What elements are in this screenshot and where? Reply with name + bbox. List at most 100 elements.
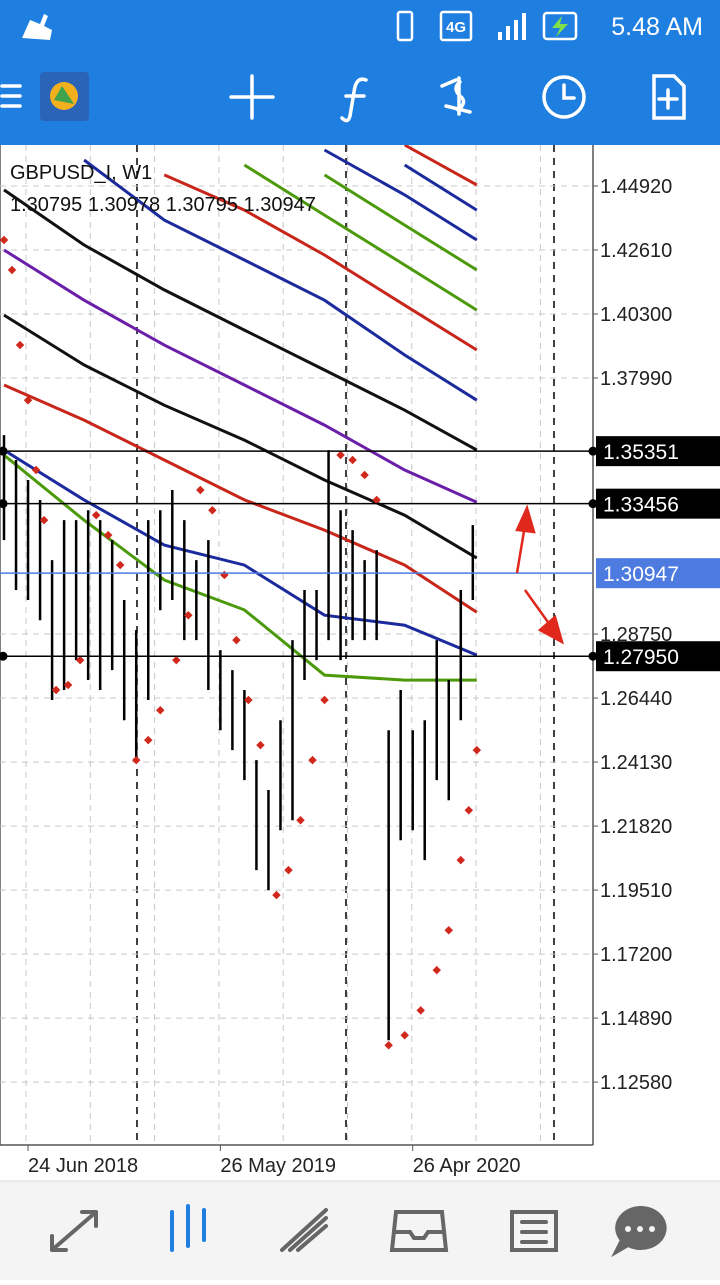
indicator-line <box>3 313 478 560</box>
nav-chart[interactable] <box>170 1204 206 1252</box>
network-box <box>439 10 473 42</box>
sar-dot <box>444 926 453 935</box>
x-tick-label: 26 Apr 2020 <box>413 1155 521 1177</box>
sar-dot <box>472 745 482 755</box>
annotation-arrows <box>515 504 565 645</box>
nav-quotes[interactable] <box>50 1210 98 1252</box>
sar-dot <box>131 755 141 765</box>
level-handle <box>588 651 598 661</box>
signal <box>506 26 510 40</box>
sar-dot <box>220 570 229 580</box>
vertical-grid <box>25 145 541 1145</box>
indicator-line <box>323 173 478 272</box>
level-handle <box>0 499 8 509</box>
indicator-line <box>163 173 478 352</box>
y-tick-label: 1.42610 <box>600 240 672 262</box>
indicator-line <box>3 248 478 504</box>
signal <box>498 32 502 40</box>
level-handle <box>588 446 598 456</box>
sar-dot <box>144 735 153 745</box>
bottom-nav <box>0 1181 720 1280</box>
indicator-line <box>3 448 478 657</box>
indicator-line <box>3 453 477 682</box>
sar-dot <box>284 865 293 875</box>
y-tick-label: 1.40300 <box>600 304 672 326</box>
y-tick-label: 1.28750 <box>600 624 672 646</box>
y-tick-label: 1.37990 <box>600 368 672 390</box>
x-tick-label: 26 May 2019 <box>220 1155 336 1177</box>
sar-dot <box>15 340 25 350</box>
level-label: 1.27950 <box>603 646 679 669</box>
sar-dot <box>432 965 441 975</box>
level-box <box>596 436 720 467</box>
templates-button[interactable] <box>652 74 686 120</box>
arrow-up <box>515 524 527 574</box>
indicator-line <box>323 148 478 242</box>
sar-dot <box>208 505 217 515</box>
y-tick-label: 1.24130 <box>600 752 672 774</box>
y-tick-label: 1.21820 <box>600 816 672 838</box>
chat-dots <box>625 1226 655 1232</box>
sar-dot <box>7 265 17 275</box>
y-tick-label: 1.44920 <box>600 176 672 198</box>
clock-hands <box>562 83 576 100</box>
level-box <box>596 488 720 519</box>
sar-dot <box>103 530 113 540</box>
arrow-down <box>523 589 552 626</box>
sar-dot <box>372 495 381 505</box>
level-handle <box>0 446 8 456</box>
network-type: 4G <box>446 19 466 36</box>
arrow-head <box>537 614 565 645</box>
cleaner-icon <box>22 14 52 40</box>
last-price-label: 1.30947 <box>603 563 679 586</box>
indicator-line <box>403 163 478 212</box>
y-tick-label: 1.26440 <box>600 688 672 710</box>
y-tick-label: 1.19510 <box>600 880 672 902</box>
sar-dot <box>232 635 241 645</box>
level-box <box>596 641 720 672</box>
indicator-line <box>403 145 478 187</box>
y-tick-label: 1.17200 <box>600 944 672 966</box>
nav-trade[interactable] <box>280 1208 328 1252</box>
menu-button[interactable] <box>0 84 22 108</box>
sar-dot <box>308 755 317 765</box>
arrow-head <box>515 504 536 534</box>
top-bar <box>0 0 720 145</box>
sar-dot <box>400 1031 409 1040</box>
timeframe-button[interactable] <box>542 75 586 119</box>
sar-dot <box>416 1006 425 1015</box>
sar-dot <box>320 695 329 705</box>
level-label: 1.35351 <box>603 441 679 464</box>
signal <box>522 13 526 40</box>
signal <box>514 20 518 40</box>
indicator-line <box>243 163 478 312</box>
nav-history[interactable] <box>389 1210 449 1252</box>
sar-dot <box>31 465 41 475</box>
level-handle <box>0 651 8 661</box>
sar-dot <box>360 470 369 480</box>
sar-dot <box>456 855 466 865</box>
trade-button[interactable] <box>440 76 472 116</box>
indicator-line <box>83 158 478 402</box>
sar-dot <box>115 560 125 570</box>
indicators-button[interactable] <box>340 77 368 123</box>
sar-dot <box>156 706 165 715</box>
last-price-box <box>596 558 720 589</box>
x-tick-label: 24 Jun 2018 <box>28 1155 138 1177</box>
sar-dot <box>0 235 9 245</box>
level-handle <box>588 499 598 509</box>
indicator-line <box>3 188 478 452</box>
nav-news[interactable] <box>510 1210 558 1252</box>
app-logo-mark <box>54 86 74 104</box>
sar-dot <box>464 806 474 815</box>
symbol-title: GBPUSD_I, W1 <box>10 162 152 184</box>
sar-dot <box>256 740 265 750</box>
battery <box>542 11 578 41</box>
sar-dot <box>91 510 101 520</box>
sar-dot <box>348 455 357 465</box>
ohlc-text: 1.30795 1.30978 1.30795 1.30947 <box>10 194 316 216</box>
sar-dot <box>336 450 345 460</box>
sar-dot <box>296 816 305 825</box>
